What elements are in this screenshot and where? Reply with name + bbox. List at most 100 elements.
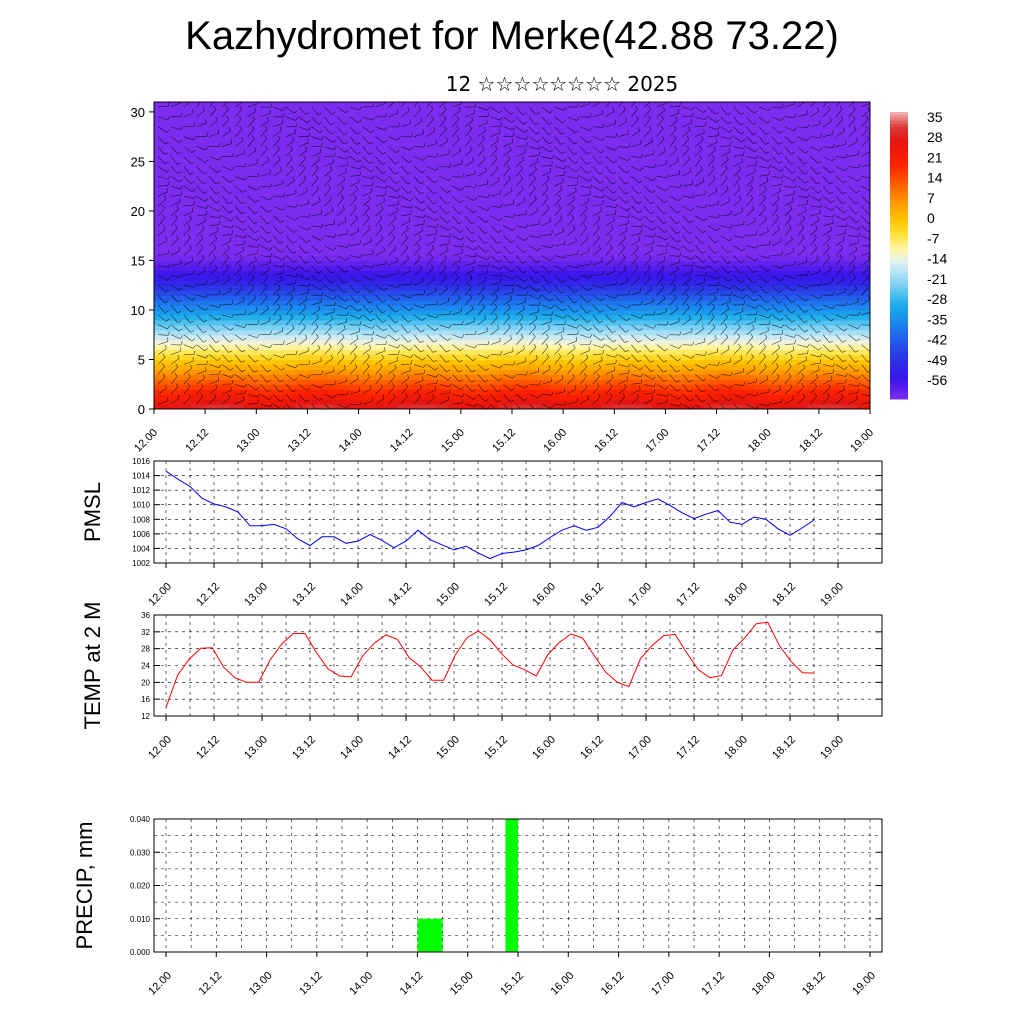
heatmap-cell [665, 250, 679, 257]
heatmap-cell [396, 201, 411, 207]
heatmap-cell [550, 270, 564, 276]
heatmap-cell [601, 121, 615, 128]
heatmap-cell [320, 339, 334, 346]
heatmap-cell [716, 349, 730, 356]
heatmap-cell [665, 181, 679, 187]
wind-barb-flag [244, 310, 247, 315]
heatmap-cell [384, 319, 398, 326]
heatmap-cell [831, 379, 846, 385]
heatmap-cell [857, 290, 870, 296]
heatmap-cell [396, 265, 411, 271]
wind-barb-flag [600, 298, 605, 302]
heatmap-cell [691, 379, 705, 385]
heatmap-cell [729, 329, 743, 336]
heatmap-cell [703, 300, 718, 306]
heatmap-cell [320, 230, 334, 237]
wind-barb-flag [328, 323, 332, 328]
wind-barb [464, 277, 473, 286]
wind-barb [759, 391, 770, 395]
wind-barb-flag [842, 340, 847, 343]
heatmap-cell [422, 245, 436, 252]
heatmap-cell [333, 141, 347, 148]
heatmap-cell [269, 280, 283, 286]
heatmap-cell [729, 161, 743, 167]
wind-barb [733, 403, 740, 409]
heatmap-cell [384, 141, 398, 148]
heatmap-cell [243, 136, 257, 143]
wind-barb-flag [855, 350, 859, 353]
heatmap-cell [575, 111, 590, 118]
heatmap-cell [307, 235, 321, 242]
wind-barb [234, 324, 245, 328]
heatmap-cell [512, 399, 526, 405]
heatmap-cell [486, 364, 500, 370]
wind-barb [848, 301, 859, 306]
wind-barb-flag [712, 303, 715, 308]
wind-barb-flag [766, 375, 769, 380]
heatmap-cell [205, 225, 219, 232]
heatmap-cell [281, 161, 296, 167]
heatmap-cell [499, 205, 513, 212]
heatmap-cell [512, 102, 526, 108]
wind-barb [720, 383, 730, 389]
heatmap-cell [767, 314, 782, 321]
heatmap-cell [256, 141, 270, 148]
heatmap-cell [230, 359, 245, 366]
heatmap-cell [435, 314, 449, 321]
wind-barb-flag [525, 285, 529, 290]
wind-barb [375, 366, 383, 375]
heatmap-cell [166, 394, 181, 400]
wind-barb-flag [407, 340, 412, 343]
heatmap-cell [537, 319, 551, 326]
heatmap-cell [793, 235, 807, 242]
wind-barb [848, 398, 858, 405]
wind-barb [298, 338, 308, 345]
wind-barb [260, 320, 270, 326]
heatmap-cell [729, 141, 743, 148]
wind-barb [222, 290, 232, 296]
heatmap-cell [550, 245, 564, 252]
heatmap-cell [691, 131, 705, 138]
wind-barb-flag [241, 349, 246, 353]
heatmap-cell [448, 106, 462, 113]
wind-barb-flag [767, 326, 769, 331]
wind-barb [337, 294, 346, 302]
heatmap-cell [703, 225, 718, 232]
heatmap-cell [614, 121, 628, 128]
heatmap-cell [818, 220, 833, 227]
wind-barb [196, 334, 204, 343]
wind-barb [528, 347, 537, 355]
heatmap-cell [793, 354, 807, 361]
heatmap-cell [473, 181, 488, 187]
wind-barb-flag [523, 410, 527, 412]
heatmap-cell [371, 364, 385, 370]
heatmap-cell [793, 151, 807, 158]
heatmap-cell [818, 280, 833, 286]
heatmap-cell [639, 255, 654, 262]
heatmap-cell [563, 141, 577, 148]
heatmap-cell [537, 141, 551, 148]
wind-barb [720, 361, 731, 365]
wind-barb-flag [628, 369, 630, 374]
heatmap-cell [345, 324, 360, 331]
wind-barb-flag [586, 320, 591, 323]
heatmap-cell [639, 359, 654, 366]
heatmap-cell [857, 220, 870, 227]
heatmap-cell [729, 176, 743, 182]
heatmap-cell [550, 210, 564, 217]
heatmap-cell [575, 309, 590, 316]
wind-barb-flag [651, 338, 656, 342]
heatmap-cell [435, 250, 449, 257]
heatmap-cell [537, 225, 551, 232]
wind-barb [234, 313, 245, 316]
heatmap-cell [281, 334, 296, 341]
wind-barb-flag [575, 277, 579, 282]
heatmap-cell [486, 126, 500, 133]
heatmap-cell [179, 210, 193, 217]
heatmap-cell [703, 176, 718, 182]
heatmap-cell [639, 201, 654, 207]
heatmap-cell [780, 151, 794, 158]
wind-barb-flag [422, 277, 424, 282]
heatmap-cell [742, 106, 756, 113]
heatmap-cell [294, 344, 309, 351]
